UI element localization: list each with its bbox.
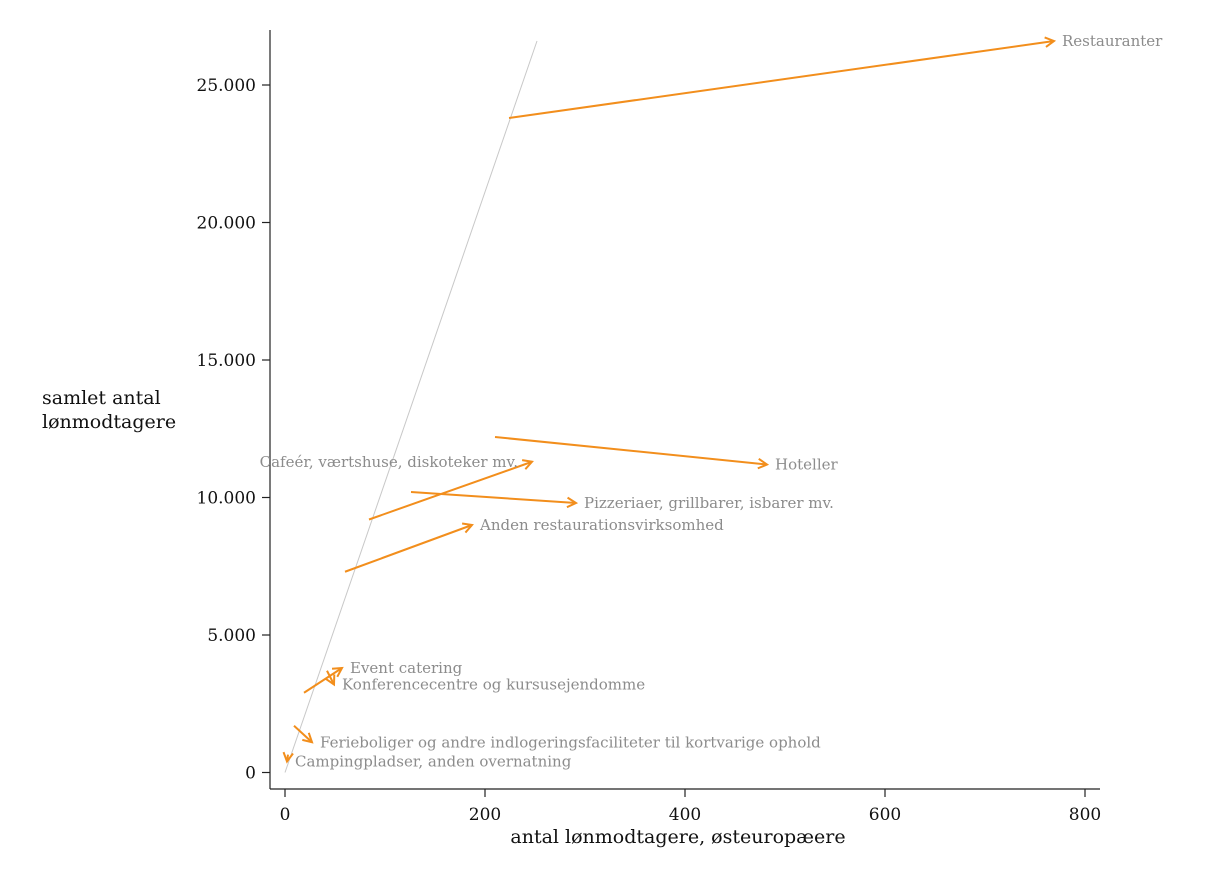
arrow-head — [325, 674, 336, 687]
arrow-head — [757, 458, 770, 470]
arrow-label: Cafeér, værtshuse, diskoteker mv. — [260, 453, 518, 471]
x-tick-label: 200 — [469, 805, 501, 825]
reference-line — [284, 40, 538, 773]
x-tick-label: 0 — [280, 805, 291, 825]
arrow-label: Pizzeriaer, grillbarer, isbarer mv. — [584, 494, 834, 512]
arrow — [368, 459, 534, 521]
arrow-head — [566, 496, 579, 509]
y-tick-label: 5.000 — [207, 626, 256, 646]
arrow-label: Anden restaurationsvirksomhed — [479, 516, 724, 534]
arrows-layer — [282, 36, 1057, 764]
arrow-label: Event catering — [350, 659, 463, 677]
arrow — [508, 36, 1057, 119]
y-axis-title-line1: samlet antal — [42, 387, 161, 409]
y-tick-label: 25.000 — [197, 76, 256, 96]
arrow-head — [1044, 36, 1057, 48]
arrow-shaft — [303, 667, 343, 694]
x-tick-label: 800 — [1069, 805, 1101, 825]
x-tick-label: 600 — [869, 805, 901, 825]
arrow-shaft — [410, 491, 577, 504]
arrow — [410, 491, 579, 509]
y-tick-label: 15.000 — [197, 351, 256, 371]
x-tick-label: 400 — [669, 805, 701, 825]
arrow-shaft — [326, 670, 335, 685]
arrow-label: Restauranter — [1062, 32, 1163, 50]
arrow-label: Campingpladser, anden overnatning — [295, 753, 572, 771]
arrow — [325, 670, 336, 687]
arrow-shaft — [293, 725, 313, 743]
arrow-shaft — [494, 436, 768, 466]
y-tick-label: 20.000 — [197, 214, 256, 234]
y-tick-label: 0 — [245, 764, 256, 784]
arrow-shaft — [508, 40, 1055, 119]
arrow-head — [521, 459, 534, 470]
arrow — [303, 666, 344, 694]
x-axis-title: antal lønmodtagere, østeuropæere — [510, 826, 845, 848]
arrow-shaft — [368, 460, 533, 521]
arrow — [282, 751, 294, 764]
arrow — [344, 522, 474, 573]
y-axis-title-line2: lønmodtagere — [42, 411, 176, 433]
y-axis-title: samlet antal lønmodtagere — [42, 387, 176, 433]
arrow-label: Konferencecentre og kursusejendomme — [342, 676, 645, 694]
arrow — [494, 436, 770, 470]
arrow — [293, 725, 314, 744]
arrow-head — [282, 751, 294, 764]
arrow-shaft — [344, 524, 473, 573]
y-tick-label: 10.000 — [197, 489, 256, 509]
arrow-head — [302, 732, 314, 744]
arrow-labels-layer: Restauranter Hoteller Cafeér, værtshuse, d… — [260, 32, 1164, 771]
reference-line-layer — [284, 40, 538, 773]
arrow-label: Hoteller — [775, 456, 838, 474]
arrow-label: Ferieboliger og andre indlogeringsfacili… — [320, 733, 821, 751]
arrow-head — [331, 666, 344, 678]
ticks-layer: 0 200 400 600 800 0 5.000 10.000 15.000 20.000 25.… — [197, 76, 1102, 825]
arrow-head — [461, 522, 474, 534]
